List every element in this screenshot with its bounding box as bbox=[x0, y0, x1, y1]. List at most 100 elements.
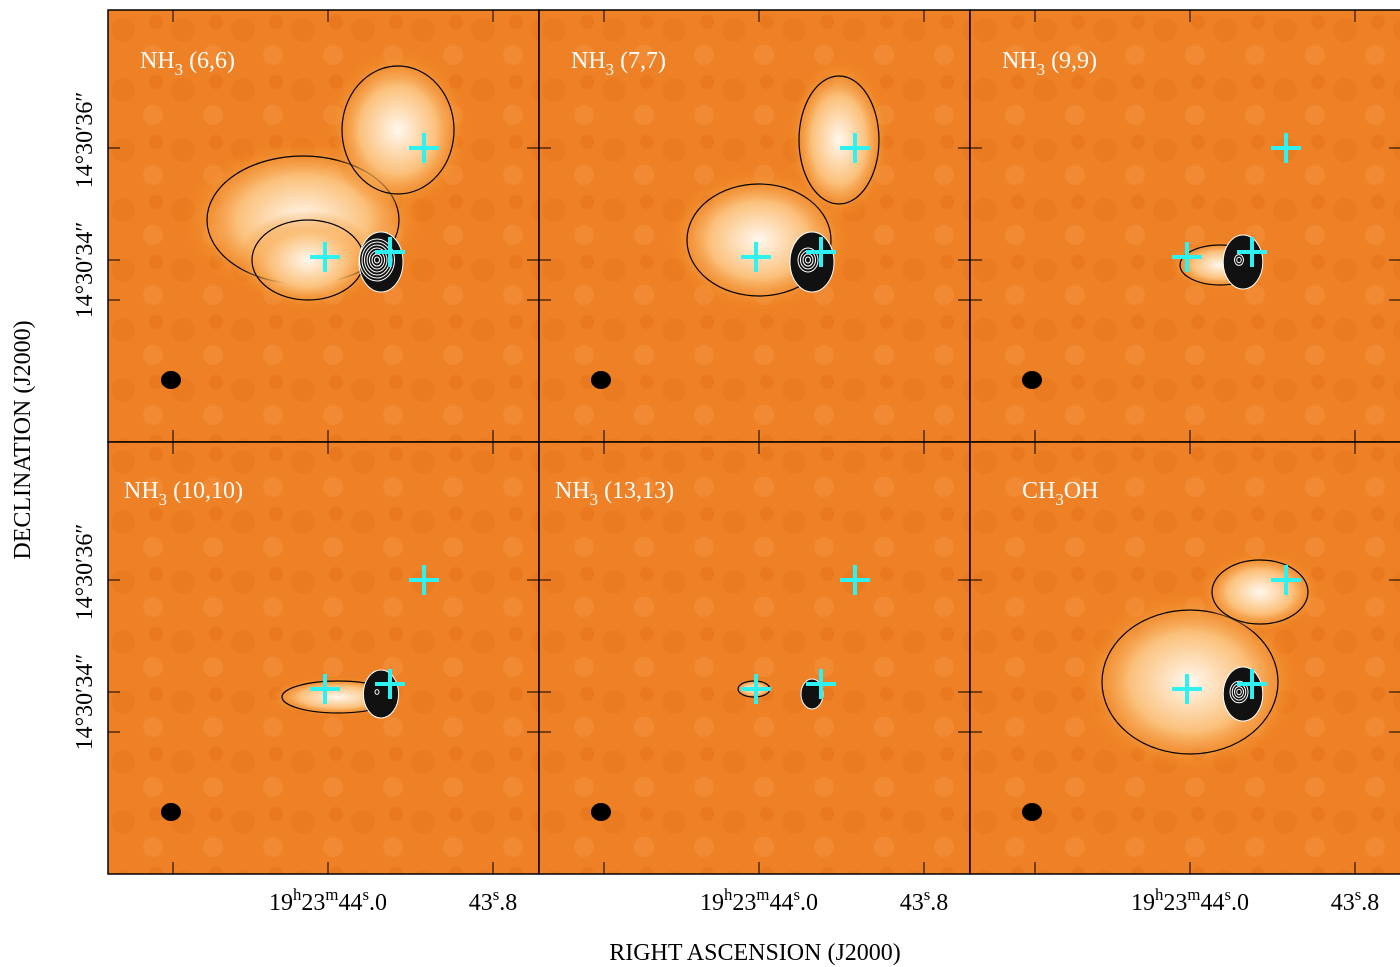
text-part: m bbox=[1187, 885, 1200, 904]
source-cross bbox=[741, 242, 771, 272]
text-part: 19 bbox=[1131, 890, 1155, 916]
panel-image bbox=[539, 442, 970, 874]
core-contour bbox=[1234, 686, 1244, 698]
x-tick-label: 43s.8 bbox=[469, 885, 518, 916]
source-cross bbox=[310, 674, 340, 704]
text-part: s bbox=[924, 885, 931, 904]
text-part: s bbox=[793, 885, 800, 904]
panel-label: NH3 (10,10) bbox=[124, 478, 243, 509]
panel-image bbox=[970, 442, 1400, 874]
text-part: 19 bbox=[269, 890, 293, 916]
panel: NH3 (9,9) bbox=[969, 9, 1400, 443]
text-part: 23 bbox=[301, 890, 325, 916]
text-part: NH bbox=[124, 478, 159, 504]
source-cross bbox=[1172, 674, 1202, 704]
core-contour bbox=[374, 689, 380, 695]
text-part: 19 bbox=[700, 890, 724, 916]
y-tick-label: 14°30′36″ bbox=[72, 92, 98, 189]
core bbox=[362, 669, 400, 719]
text-part: .0 bbox=[1231, 890, 1249, 916]
panel: CH3OH bbox=[969, 441, 1400, 875]
text-part: NH bbox=[555, 478, 590, 504]
core-contour bbox=[1236, 688, 1242, 696]
map-background bbox=[539, 442, 970, 874]
text-part: s bbox=[362, 885, 369, 904]
text-part: s bbox=[493, 885, 500, 904]
beam bbox=[591, 803, 611, 821]
text-part: 23 bbox=[732, 890, 756, 916]
source-cross bbox=[409, 133, 439, 163]
text-part: (13,13) bbox=[598, 478, 674, 504]
x-axis-title: RIGHT ASCENSION (J2000) bbox=[609, 940, 901, 966]
source-cross bbox=[310, 242, 340, 272]
panel-image bbox=[108, 442, 539, 874]
source-cross bbox=[840, 133, 870, 163]
source-cross bbox=[409, 565, 439, 595]
source-cross bbox=[375, 237, 405, 267]
text-part: (10,10) bbox=[167, 478, 243, 504]
text-part: CH bbox=[1022, 478, 1055, 504]
beam bbox=[1022, 803, 1042, 821]
emission bbox=[789, 60, 889, 220]
text-part: h bbox=[724, 885, 733, 904]
text-part: NH bbox=[140, 48, 175, 74]
text-part: 3 bbox=[1055, 490, 1063, 509]
core-contour bbox=[805, 256, 811, 264]
text-part: 44 bbox=[1200, 890, 1224, 916]
text-part: 44 bbox=[769, 890, 793, 916]
contour bbox=[798, 75, 880, 205]
y-axis-title: DECLINATION (J2000) bbox=[10, 320, 36, 559]
y-tick-label: 14°30′34″ bbox=[72, 222, 98, 319]
source-cross bbox=[1237, 237, 1267, 267]
panel-label: NH3 (7,7) bbox=[571, 48, 666, 79]
x-tick-label: 43s.8 bbox=[900, 885, 949, 916]
core-contour bbox=[1234, 254, 1244, 266]
panel-image bbox=[539, 10, 970, 442]
text-part: s bbox=[1355, 885, 1362, 904]
text-part: .8 bbox=[499, 890, 517, 916]
contour bbox=[1101, 609, 1279, 755]
contour bbox=[686, 183, 832, 297]
x-tick-label: 43s.8 bbox=[1331, 885, 1380, 916]
text-part: 3 bbox=[606, 60, 614, 79]
emission bbox=[238, 210, 378, 310]
panel-label: NH3 (13,13) bbox=[555, 478, 674, 509]
core-contour bbox=[797, 247, 819, 273]
text-part: NH bbox=[571, 48, 606, 74]
text-part: (9,9) bbox=[1045, 48, 1097, 74]
beam bbox=[161, 803, 181, 821]
text-part: m bbox=[325, 885, 338, 904]
y-tick-label: 14°30′36″ bbox=[72, 524, 98, 621]
map-background bbox=[970, 10, 1400, 442]
core-contour bbox=[1229, 680, 1249, 704]
text-part: .0 bbox=[800, 890, 818, 916]
contour bbox=[1211, 559, 1309, 625]
text-part: s bbox=[1224, 885, 1231, 904]
text-part: 3 bbox=[175, 60, 183, 79]
text-part: .8 bbox=[1361, 890, 1379, 916]
text-part: 43 bbox=[1331, 890, 1355, 916]
beam bbox=[161, 371, 181, 389]
text-part: 3 bbox=[1037, 60, 1045, 79]
source-cross bbox=[741, 674, 771, 704]
panel-label: NH3 (6,6) bbox=[140, 48, 235, 79]
text-part: 43 bbox=[469, 890, 493, 916]
source-cross bbox=[806, 237, 836, 267]
core-contour bbox=[366, 247, 388, 273]
source-cross bbox=[375, 669, 405, 699]
text-part: 23 bbox=[1163, 890, 1187, 916]
source-cross bbox=[840, 565, 870, 595]
source-cross bbox=[1271, 133, 1301, 163]
x-tick-label: 19h23m44s.0 bbox=[1131, 885, 1249, 916]
text-part: 43 bbox=[900, 890, 924, 916]
text-part: (6,6) bbox=[183, 48, 235, 74]
x-tick-label: 19h23m44s.0 bbox=[269, 885, 387, 916]
emission bbox=[328, 50, 468, 210]
source-cross bbox=[806, 669, 836, 699]
panel: NH3 (13,13) bbox=[538, 441, 971, 875]
text-part: h bbox=[1155, 885, 1164, 904]
source-cross bbox=[1172, 242, 1202, 272]
x-tick-label: 19h23m44s.0 bbox=[700, 885, 818, 916]
panel-label: NH3 (9,9) bbox=[1002, 48, 1097, 79]
